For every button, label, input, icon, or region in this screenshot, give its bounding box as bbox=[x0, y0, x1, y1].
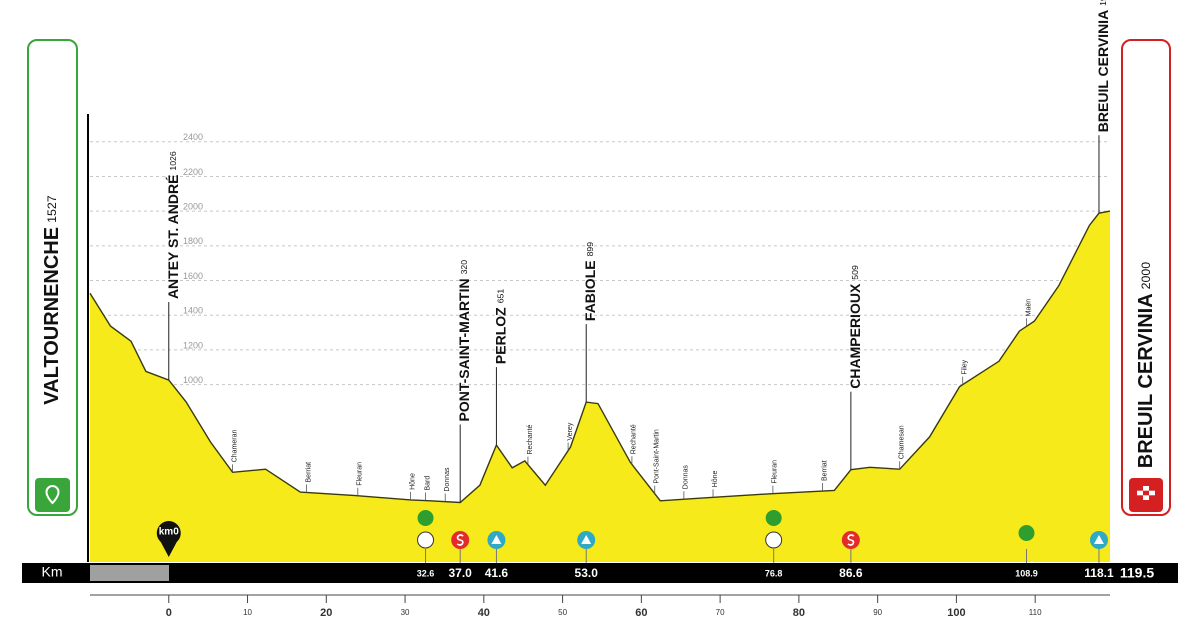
vertical-label: CHAMPERIOUX 509 bbox=[847, 265, 863, 389]
start-box bbox=[27, 39, 78, 516]
label-elevation: 1527 bbox=[45, 195, 59, 223]
x-tick-label: 0 bbox=[166, 607, 172, 619]
flag-square bbox=[1149, 486, 1155, 491]
label-name: CHAMPERIOUX bbox=[847, 283, 863, 389]
vertical-label: VALTOURNENCHE 1527 bbox=[41, 195, 63, 404]
marker-label: 32.6 bbox=[417, 568, 435, 578]
x-tick-label: 20 bbox=[320, 607, 332, 619]
town-label: Chameran bbox=[231, 430, 238, 463]
climb-glyph bbox=[581, 535, 592, 544]
sprint-glyph bbox=[456, 534, 464, 546]
x-tick-label: 60 bbox=[635, 607, 647, 619]
y-tick-label: 2000 bbox=[183, 202, 203, 212]
y-tick-label: 1000 bbox=[183, 375, 203, 385]
x-tick-label: 90 bbox=[873, 608, 882, 617]
km0-label: km0 bbox=[159, 527, 179, 538]
marker-label: 108.9 bbox=[1015, 568, 1038, 578]
label-elevation: 899 bbox=[586, 242, 596, 257]
marker-label: 118.1 bbox=[1084, 566, 1114, 580]
label-name: VALTOURNENCHE bbox=[41, 227, 63, 405]
distance-label: Km bbox=[42, 564, 63, 580]
waste-zone-icon bbox=[765, 531, 783, 549]
label-elevation: 651 bbox=[496, 289, 506, 304]
label-elevation: 1988 bbox=[1098, 0, 1108, 6]
recycle-icon bbox=[1018, 525, 1035, 541]
sprint-glyph bbox=[847, 534, 855, 546]
vertical-label: ANTEY ST. ANDRÉ 1026 bbox=[164, 151, 180, 299]
label-name: BREUIL CERVINIA bbox=[1095, 10, 1111, 132]
marker-label: 76.8 bbox=[765, 568, 783, 578]
climb-glyph bbox=[491, 535, 502, 544]
town-label: Fleuran bbox=[357, 462, 364, 486]
x-tick-label: 30 bbox=[401, 608, 410, 617]
vertical-label: BREUIL CERVINIA 1988 bbox=[1095, 0, 1111, 132]
flag-square bbox=[1149, 495, 1155, 500]
label-name: FABIOLE bbox=[582, 260, 598, 321]
x-tick-label: 10 bbox=[243, 608, 252, 617]
x-tick-label: 40 bbox=[478, 607, 490, 619]
climb-glyph bbox=[1093, 535, 1104, 544]
town-label: Donnas bbox=[683, 465, 690, 490]
vertical-label: BREUIL CERVINIA 2000 bbox=[1135, 262, 1157, 469]
label-name: BREUIL CERVINIA bbox=[1135, 293, 1157, 468]
waste-zone-icon bbox=[417, 531, 435, 549]
marker-label: 53.0 bbox=[575, 566, 599, 580]
y-tick-label: 1200 bbox=[183, 340, 203, 350]
flag-square bbox=[1137, 486, 1143, 491]
y-tick-label: 1600 bbox=[183, 271, 203, 281]
y-tick-label: 1400 bbox=[183, 306, 203, 316]
town-label: Berriat bbox=[821, 460, 828, 481]
town-label: Hône bbox=[409, 473, 416, 490]
flag-square bbox=[1137, 495, 1143, 500]
marker-label: 37.0 bbox=[449, 566, 473, 580]
finish-flag bbox=[1137, 486, 1155, 500]
start-pin bbox=[45, 484, 60, 505]
x-tick-label: 50 bbox=[558, 608, 567, 617]
distance-bar bbox=[22, 563, 1178, 583]
town-label: Rechanté bbox=[527, 425, 534, 455]
town-label: Hône bbox=[712, 470, 719, 487]
profile-area bbox=[90, 211, 1110, 562]
km0-pin bbox=[156, 521, 181, 557]
x-tick-label: 100 bbox=[947, 607, 965, 619]
y-tick-label: 2400 bbox=[183, 132, 203, 142]
vertical-label: PERLOZ 651 bbox=[492, 289, 508, 364]
town-label: Chamesan bbox=[899, 425, 906, 459]
town-label: Bard bbox=[424, 476, 431, 491]
label-elevation: 509 bbox=[850, 265, 860, 280]
x-tick-label: 80 bbox=[793, 607, 805, 619]
total-distance: 119.5 bbox=[1120, 565, 1154, 581]
profile-line bbox=[89, 210, 1111, 504]
x-tick-label: 110 bbox=[1029, 608, 1042, 617]
finish-box bbox=[1121, 39, 1171, 516]
town-label: Filey bbox=[962, 359, 969, 374]
town-label: Fleuran bbox=[772, 460, 779, 484]
vertical-label: PONT-SAINT-MARTIN 320 bbox=[456, 260, 472, 422]
town-label: Pont-Saint-Martin bbox=[654, 429, 661, 484]
town-label: Berriat bbox=[305, 462, 312, 483]
town-label: Maën bbox=[1025, 299, 1032, 317]
label-elevation: 2000 bbox=[1139, 262, 1153, 290]
y-tick-label: 1800 bbox=[183, 236, 203, 246]
start-icon bbox=[35, 478, 70, 512]
label-name: PERLOZ bbox=[492, 307, 508, 364]
recycle-icon bbox=[765, 510, 782, 526]
y-tick-label: 2200 bbox=[183, 167, 203, 177]
label-name: ANTEY ST. ANDRÉ bbox=[164, 175, 180, 299]
flag-square bbox=[1143, 490, 1149, 496]
town-label: Donnas bbox=[444, 467, 451, 492]
label-name: PONT-SAINT-MARTIN bbox=[456, 278, 472, 421]
town-label: Rechanté bbox=[631, 424, 638, 454]
marker-label: 86.6 bbox=[839, 566, 863, 580]
recycle-icon bbox=[417, 510, 434, 526]
vertical-label: FABIOLE 899 bbox=[582, 242, 598, 321]
neutral-zone bbox=[90, 565, 169, 581]
label-elevation: 1026 bbox=[168, 151, 178, 170]
label-elevation: 320 bbox=[459, 260, 469, 275]
town-label: Verey bbox=[567, 422, 574, 440]
x-tick-label: 70 bbox=[716, 608, 725, 617]
marker-label: 41.6 bbox=[485, 566, 509, 580]
